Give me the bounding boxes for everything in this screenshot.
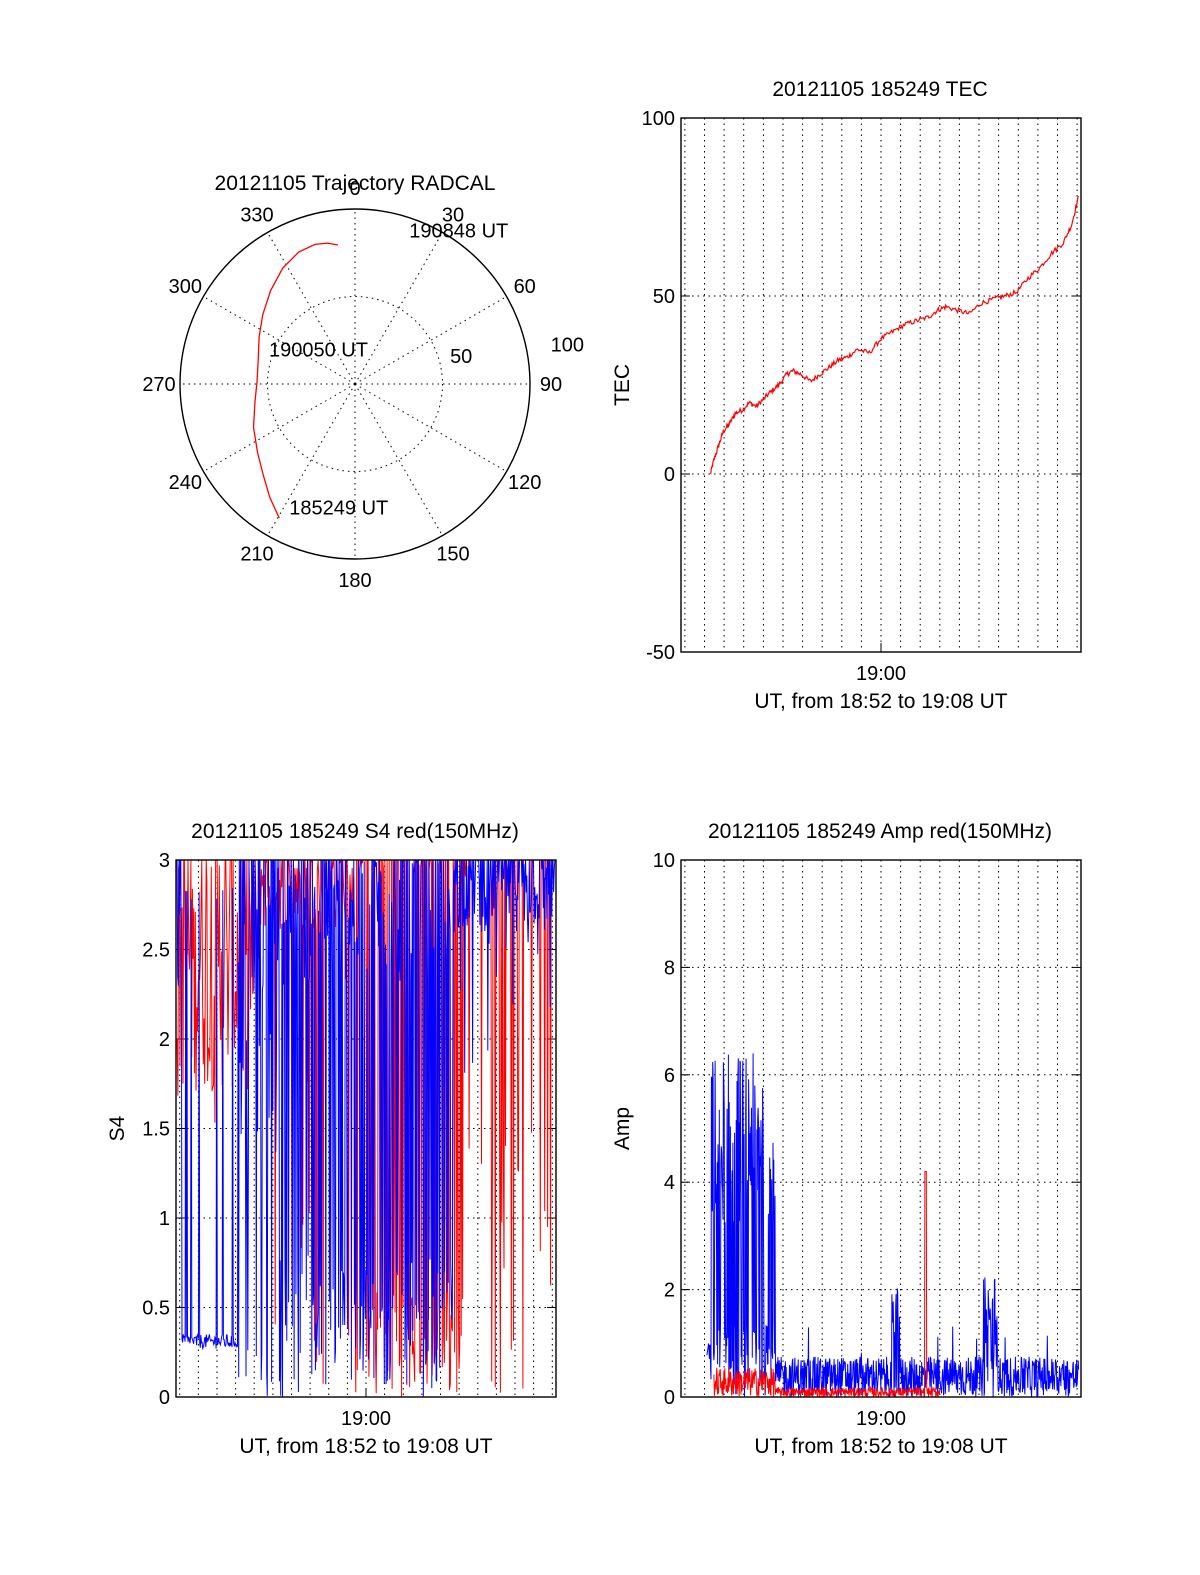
- s4-title: 20121105 185249 S4 red(150MHz): [191, 820, 519, 843]
- tec-line: [710, 195, 1080, 475]
- s4-ytick-1.5: 1.5: [142, 1119, 170, 1141]
- amp-ytick-8: 8: [664, 957, 675, 979]
- polar-az-label-300: 300: [169, 276, 202, 298]
- polar-spoke-120: [354, 383, 507, 472]
- polar-spoke-240: [203, 383, 356, 472]
- polar-az-label-270: 270: [142, 374, 175, 396]
- tec-x-tick-label: 19:00: [856, 663, 906, 685]
- s4-ytick-3: 3: [159, 850, 170, 872]
- s4-ytick-1: 1: [159, 1208, 170, 1230]
- polar-az-label-60: 60: [514, 276, 536, 298]
- amp-ytick-4: 4: [664, 1172, 675, 1194]
- tec-plot-frame: [680, 117, 1082, 653]
- track-annotation-1: 190050 UT: [269, 339, 368, 361]
- tec-x-axis-label: UT, from 18:52 to 19:08 UT: [754, 690, 1007, 713]
- s4-plot-frame: [175, 859, 557, 1398]
- tec-ytick--50: -50: [646, 642, 675, 664]
- polar-ring-50: [267, 296, 443, 472]
- amp-ytick-10: 10: [653, 850, 675, 872]
- amp-chart: 20121105 185249 Amp red(150MHz) 0246810 …: [611, 820, 1082, 1458]
- polar-radial-label-50: 50: [450, 346, 472, 368]
- s4-series: [176, 858, 556, 1397]
- track-time-annotations: 190848 UT 190050 UT 185249 UT: [269, 221, 508, 520]
- amp-x-tick-label: 19:00: [856, 1408, 906, 1430]
- tec-ytick-0: 0: [664, 464, 675, 486]
- tec-ytick-100: 100: [642, 108, 675, 130]
- polar-az-label-210: 210: [240, 544, 273, 566]
- s4-ytick-0: 0: [159, 1387, 170, 1409]
- polar-az-label-330: 330: [240, 204, 273, 226]
- trajectory-title: 20121105 Trajectory RADCAL: [215, 172, 496, 195]
- amp-ytick-0: 0: [664, 1387, 675, 1409]
- amp-line-red: [713, 1171, 941, 1399]
- polar-az-label-30: 30: [442, 204, 464, 226]
- polar-az-label-90: 90: [540, 374, 562, 396]
- s4-y-tick-labels: 0 0.5 1 1.5 2 2.5 3: [142, 850, 170, 1409]
- s4-ytick-2: 2: [159, 1029, 170, 1051]
- polar-az-label-0: 0: [349, 178, 360, 200]
- s4-x-tick-label: 19:00: [341, 1408, 391, 1430]
- tec-grid: [681, 117, 1081, 653]
- s4-y-axis-label: S4: [106, 1115, 129, 1141]
- s4-ytick-2.5: 2.5: [142, 940, 170, 962]
- polar-az-label-180: 180: [338, 570, 371, 592]
- polar-radial-labels: 50 100: [450, 335, 584, 368]
- track-annotation-2: 185249 UT: [289, 498, 388, 520]
- tec-y-tick-labels: -50 0 50 100: [642, 108, 675, 664]
- trajectory-polar-chart: 20121105 Trajectory RADCAL 0 30 60 90 120 150…: [142, 172, 584, 592]
- polar-spoke-60: [354, 296, 507, 385]
- polar-outer-circle: [179, 208, 531, 560]
- amp-plot-frame: [680, 859, 1082, 1398]
- s4-chart: 20121105 185249 S4 red(150MHz) 0 0.5 1 1.5 2…: [106, 820, 557, 1458]
- amp-y-tick-labels: 0 2 4 6 8 10: [653, 850, 675, 1409]
- amp-title: 20121105 185249 Amp red(150MHz): [708, 820, 1052, 843]
- polar-az-label-120: 120: [508, 472, 541, 494]
- amp-line-blue: [706, 1053, 1080, 1397]
- polar-azimuth-labels: 0 30 60 90 120 150 180 210 240 270 300 330: [142, 178, 562, 592]
- s4-ytick-0.5: 0.5: [142, 1298, 170, 1320]
- amp-series: [706, 1053, 1080, 1399]
- polar-az-label-240: 240: [169, 472, 202, 494]
- tec-y-axis-label: TEC: [611, 364, 634, 406]
- tec-series: [710, 195, 1080, 475]
- amp-x-axis-label: UT, from 18:52 to 19:08 UT: [754, 1435, 1007, 1458]
- track-annotation-0: 190848 UT: [409, 221, 508, 243]
- amp-ytick-2: 2: [664, 1280, 675, 1302]
- amp-ytick-6: 6: [664, 1065, 675, 1087]
- satellite-track: [252, 242, 339, 519]
- tec-chart: 20121105 185249 TEC -50 0 50 100 19:00 UT, …: [611, 78, 1082, 713]
- polar-az-label-150: 150: [436, 544, 469, 566]
- tec-title: 20121105 185249 TEC: [772, 78, 987, 101]
- polar-grid: [180, 209, 530, 559]
- tec-ytick-50: 50: [653, 286, 675, 308]
- amp-y-axis-label: Amp: [611, 1107, 634, 1150]
- s4-line-blue: [176, 859, 556, 1397]
- s4-line-red: [176, 858, 555, 1397]
- s4-x-axis-label: UT, from 18:52 to 19:08 UT: [239, 1435, 492, 1458]
- polar-radial-label-100: 100: [551, 335, 584, 357]
